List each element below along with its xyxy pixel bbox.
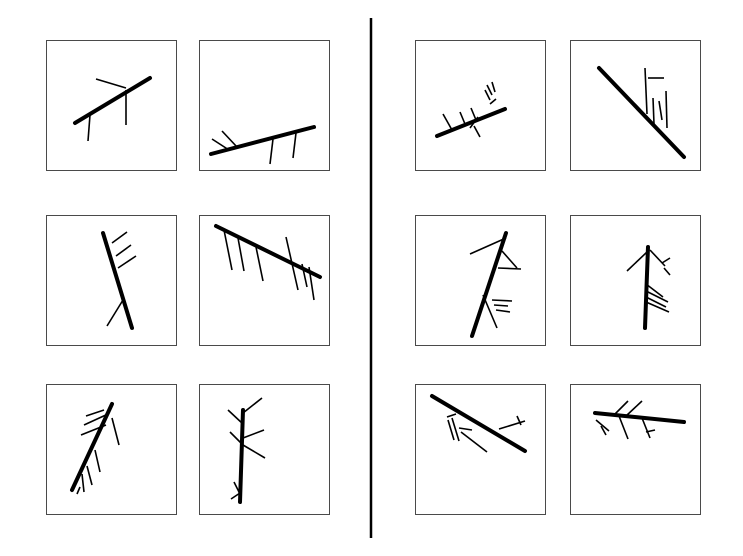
branch-stroke <box>600 425 607 436</box>
panel-right-r1-c2 <box>570 40 701 171</box>
stem-stroke <box>593 411 686 424</box>
stem-stroke <box>643 245 650 330</box>
branch-stroke <box>115 244 132 257</box>
panel-frame <box>46 215 177 346</box>
branch-stroke <box>269 138 274 165</box>
branch-stroke <box>497 267 522 270</box>
branch-stroke <box>645 429 656 433</box>
branch-stroke <box>85 409 105 417</box>
stem-stroke <box>101 231 134 330</box>
panel-frame <box>199 40 330 171</box>
branch-stroke <box>106 299 124 327</box>
panel-frame <box>199 215 330 346</box>
branch-stroke <box>223 229 233 271</box>
branch-stroke <box>486 84 493 96</box>
branch-stroke <box>237 237 245 272</box>
branch-stroke <box>491 299 513 302</box>
panel-right-r2-c2 <box>570 215 701 346</box>
panel-left-r3-c1 <box>46 384 177 515</box>
panel-frame <box>570 215 701 346</box>
branch-stroke <box>652 97 655 125</box>
branch-stroke <box>493 304 509 307</box>
branch-stroke <box>661 257 671 264</box>
branch-stroke <box>516 415 522 426</box>
branch-stroke <box>645 290 669 303</box>
panel-right-r3-c2 <box>570 384 701 515</box>
branch-stroke <box>645 301 670 313</box>
branch-stroke <box>242 429 265 439</box>
branch-stroke <box>242 444 266 459</box>
branch-stroke <box>87 114 91 142</box>
branch-stroke <box>618 415 629 440</box>
panel-grid <box>46 40 701 515</box>
branch-stroke <box>663 267 671 276</box>
panel-left-r1-c1 <box>46 40 177 171</box>
branch-stroke <box>81 473 85 493</box>
branch-stroke <box>227 409 244 425</box>
panel-frame <box>415 215 546 346</box>
branch-stroke <box>111 231 128 244</box>
branch-stroke <box>665 90 668 129</box>
branch-stroke <box>645 296 667 308</box>
branch-stroke <box>86 465 93 486</box>
branch-stroke <box>94 449 101 473</box>
branch-stroke <box>473 125 481 138</box>
branch-stroke <box>489 98 497 105</box>
stem-stroke <box>430 394 527 453</box>
branch-stroke <box>645 283 664 298</box>
branch-stroke <box>470 107 477 121</box>
stem-stroke <box>435 107 507 138</box>
branch-stroke <box>469 237 507 255</box>
panel-left-r1-c2 <box>199 40 330 171</box>
branch-stroke <box>255 246 264 282</box>
branch-stroke <box>495 309 511 313</box>
stem-stroke <box>73 76 152 125</box>
branch-stroke <box>459 111 466 125</box>
panel-frame <box>199 384 330 515</box>
panel-right-r3-c1 <box>415 384 546 515</box>
branch-stroke <box>111 417 120 446</box>
panel-right-r2-c1 <box>415 215 546 346</box>
panel-right-r1-c1 <box>415 40 546 171</box>
branch-stroke <box>626 251 648 272</box>
branch-stroke <box>76 486 81 495</box>
panel-left-r2-c2 <box>199 215 330 346</box>
branch-stroke <box>644 67 648 115</box>
stem-stroke <box>238 408 245 504</box>
branch-stroke <box>95 78 127 89</box>
branch-stroke <box>292 132 297 159</box>
stem-stroke <box>70 402 114 492</box>
branch-stroke <box>221 130 238 148</box>
branch-stroke <box>491 81 496 93</box>
branch-stroke <box>117 255 137 269</box>
branch-stroke <box>458 427 473 431</box>
panel-frame <box>415 40 546 171</box>
stem-stroke <box>209 125 316 156</box>
branch-stroke <box>442 113 453 131</box>
branch-stroke <box>460 431 488 453</box>
stem-stroke <box>214 224 322 279</box>
branch-stroke <box>451 417 460 442</box>
stem-stroke <box>597 66 686 159</box>
branch-stroke <box>484 89 491 101</box>
branch-stroke <box>658 100 663 121</box>
branch-stroke <box>641 417 651 439</box>
branch-stroke <box>501 250 518 269</box>
branch-stroke <box>595 419 610 432</box>
branch-stroke <box>446 413 457 418</box>
panel-frame <box>46 40 177 171</box>
branch-stroke <box>625 400 643 417</box>
panel-left-r3-c2 <box>199 384 330 515</box>
stem-stroke <box>470 231 508 338</box>
branch-stroke <box>242 397 263 414</box>
branch-stroke <box>447 419 455 441</box>
panel-frame <box>570 384 701 515</box>
branch-stroke <box>83 413 109 426</box>
panel-left-r2-c1 <box>46 215 177 346</box>
